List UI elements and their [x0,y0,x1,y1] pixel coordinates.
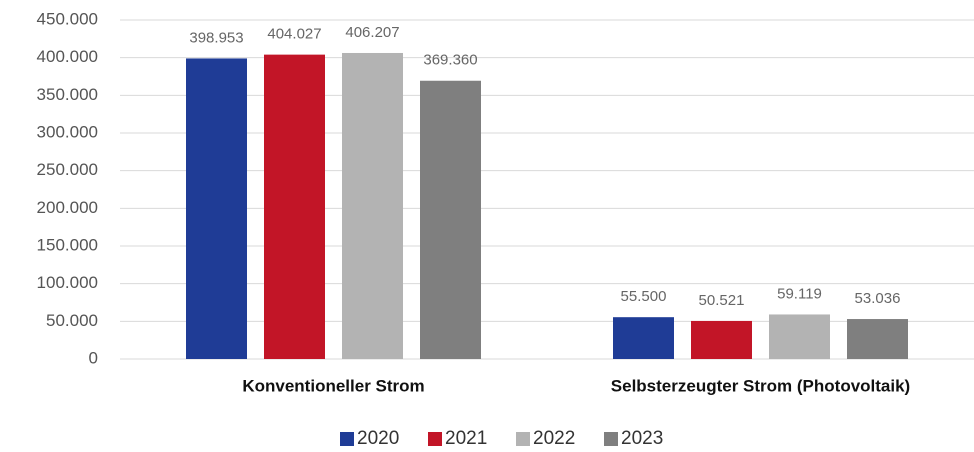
data-label: 369.360 [423,52,477,69]
y-tick-label: 250.000 [37,160,98,179]
bar [420,80,481,359]
y-tick-label: 100.000 [37,273,98,292]
data-label: 406.207 [345,24,399,41]
y-tick-label: 150.000 [37,235,98,254]
y-tick-label: 400.000 [37,47,98,66]
bar [613,317,674,359]
legend-swatch [516,432,530,446]
bar [264,54,325,359]
legend-label: 2020 [357,428,399,449]
data-label: 398.953 [189,29,243,46]
x-tick-label: Konventioneller Strom [242,376,424,395]
legend-label: 2021 [445,428,487,449]
y-tick-label: 0 [89,348,98,367]
data-label: 55.500 [621,288,667,305]
legend-label: 2022 [533,428,575,449]
y-tick-label: 450.000 [37,9,98,28]
bar [342,52,403,360]
legend-label: 2023 [621,428,663,449]
data-label: 404.027 [267,26,321,43]
data-label: 50.521 [699,292,745,309]
legend-swatch [340,432,354,446]
y-tick-label: 50.000 [46,311,98,330]
legend-swatch [428,432,442,446]
bar [769,314,830,359]
y-tick-label: 200.000 [37,198,98,217]
y-tick-label: 300.000 [37,122,98,141]
bar [186,58,247,359]
x-tick-label: Selbsterzeugter Strom (Photovoltaik) [611,376,910,395]
data-label: 59.119 [777,285,822,302]
bar [847,319,908,359]
bar [691,320,752,359]
data-label: 53.036 [855,290,901,307]
legend-swatch [604,432,618,446]
y-tick-label: 350.000 [37,85,98,104]
